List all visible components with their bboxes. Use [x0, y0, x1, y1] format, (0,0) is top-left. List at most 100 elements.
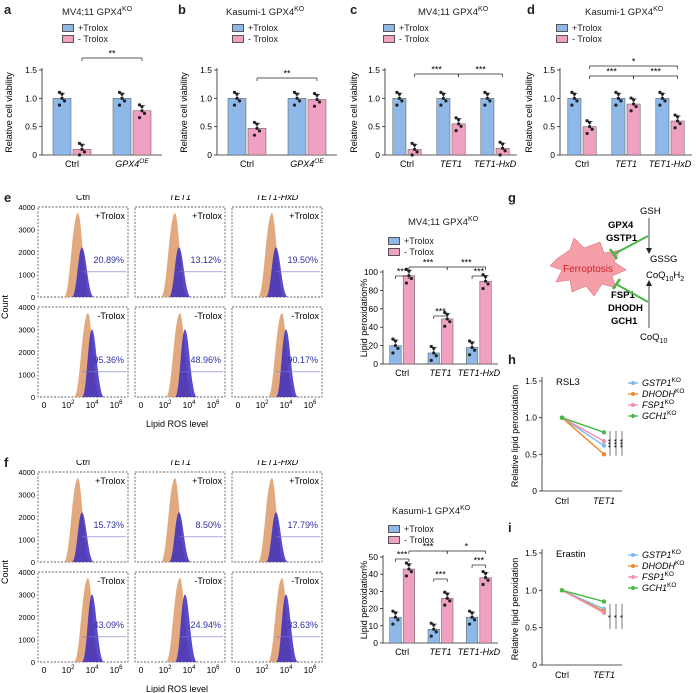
ferroptosis-label: Ferroptosis	[563, 264, 613, 275]
data-point	[415, 150, 419, 154]
x-tick-sup: 6	[119, 665, 123, 671]
x-tick-sup: 6	[216, 665, 220, 671]
y-axis-label: Relative cell viability	[524, 72, 534, 153]
gpx4-label: GPX4	[608, 220, 634, 231]
data-point	[117, 90, 122, 94]
gssg-label: GSSG	[650, 254, 677, 265]
trolox-label: +Trolox	[95, 476, 125, 486]
data-point	[459, 124, 463, 128]
data-point	[409, 276, 414, 281]
y-tick-label: 1000	[18, 371, 35, 380]
y-axis-label: Count	[0, 560, 10, 585]
x-tick-label: Ctrl	[395, 647, 409, 657]
sig-label: *	[618, 615, 627, 618]
data-point	[404, 561, 409, 565]
data-point	[614, 90, 618, 94]
y-tick-label: 0	[32, 150, 37, 160]
x-tick-label-sup: OE	[139, 158, 149, 165]
x-tick-label: TET1-HxD	[458, 368, 501, 378]
legend-plus: +Trolox	[78, 22, 108, 33]
chart-title: RSL3	[556, 377, 580, 388]
gate-percentage: 20.89%	[93, 255, 124, 265]
panel-label-c: c	[350, 2, 358, 17]
bar	[582, 126, 597, 156]
data-point	[601, 452, 607, 457]
y-tick-label: 0.5	[200, 122, 212, 132]
data-point	[60, 96, 64, 100]
legend-swatch-minus	[388, 535, 400, 544]
x-tick-label: 0	[236, 400, 241, 410]
data-point	[445, 592, 449, 596]
trolox-label: -Trolox	[194, 576, 222, 586]
x-tick-label: 104	[183, 665, 196, 675]
y-tick-label: 100	[364, 267, 378, 277]
y-tick-label: 30	[369, 586, 379, 596]
panel-label-h: h	[508, 352, 516, 367]
bar	[389, 616, 402, 644]
x-tick-label: Ctrl	[65, 159, 79, 169]
x-tick-sup: 4	[192, 665, 196, 671]
x-tick-label: 106	[110, 400, 123, 410]
y-tick-label: 0	[207, 150, 212, 160]
data-point	[432, 623, 436, 627]
data-point	[255, 122, 259, 126]
data-point	[235, 96, 239, 100]
legend-marker	[631, 381, 635, 385]
y-tick-label: 20	[369, 341, 379, 351]
data-point	[470, 615, 474, 619]
legend-b: +Trolox - Trolox	[232, 22, 278, 44]
data-point	[570, 103, 574, 107]
trolox-label: -Trolox	[291, 576, 319, 586]
coqh2-label: CoQ10H2	[646, 270, 684, 283]
data-point	[395, 103, 399, 107]
y-axis-label: Lipid peroxidation%	[359, 561, 369, 640]
data-point	[585, 119, 589, 123]
x-tick-sup: 2	[168, 400, 172, 406]
data-point	[481, 582, 485, 587]
sig-label: ***	[474, 267, 485, 277]
bar	[402, 568, 415, 644]
bar-chart-c: 0 0.5 1.0 1.5 Relative cell viability Ctrl TET…	[349, 65, 517, 169]
y-tick-label: 0	[31, 658, 35, 667]
legend-label: FSP1KO	[642, 571, 674, 582]
data-point	[396, 346, 400, 350]
legend-label: DHODHKO	[642, 560, 684, 571]
legend-swatch-plus	[62, 23, 74, 32]
data-point	[439, 90, 443, 94]
series-line	[561, 417, 605, 433]
data-point	[678, 121, 682, 126]
trolox-label: +Trolox	[192, 476, 222, 486]
fsp1-label: FSP1	[611, 290, 635, 301]
data-point	[429, 621, 433, 625]
y-tick-label: 0	[550, 150, 555, 160]
legend-plus: +Trolox	[404, 235, 434, 246]
data-point	[457, 122, 461, 126]
sig-label: ***	[606, 67, 617, 77]
panel-label-b: b	[178, 2, 186, 17]
gate-percentage: 48.96%	[190, 355, 221, 365]
data-point	[57, 90, 62, 94]
gate-percentage: 90.17%	[287, 355, 318, 365]
x-tick-label: 0	[139, 400, 144, 410]
data-point	[60, 92, 64, 96]
legend-plus: +Trolox	[248, 22, 278, 33]
data-point	[676, 119, 680, 123]
y-tick-label: 4000	[18, 203, 35, 212]
data-point	[559, 588, 565, 593]
data-point	[429, 344, 433, 349]
data-point	[137, 116, 142, 120]
data-point	[400, 99, 404, 103]
legend-label: GSTP1KO	[642, 377, 681, 388]
data-point	[142, 111, 147, 115]
y-tick-label: 20	[369, 604, 379, 614]
bar	[451, 123, 466, 156]
data-point	[434, 354, 438, 358]
data-point	[629, 109, 633, 113]
data-point	[257, 129, 262, 133]
histogram-sample	[82, 594, 104, 662]
data-point	[481, 286, 485, 291]
data-point	[410, 141, 414, 145]
legend-sup: KO	[675, 388, 684, 395]
y-tick-label: 0	[31, 293, 35, 302]
sig-label: **	[108, 50, 116, 59]
